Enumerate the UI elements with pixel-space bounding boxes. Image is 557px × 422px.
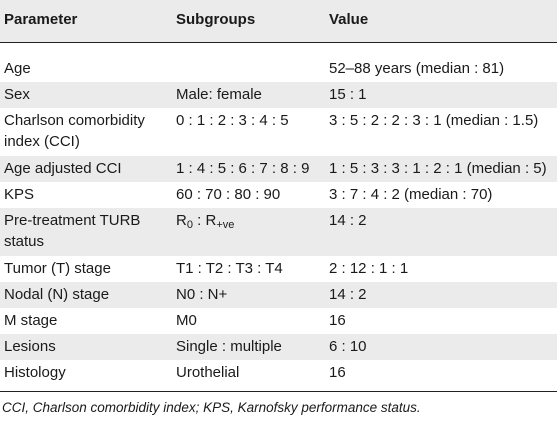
cell-value: 52–88 years (median : 81) xyxy=(329,60,505,77)
table-row: M stage M0 16 xyxy=(0,308,557,334)
table-row: Tumor (T) stage T1 : T2 : T3 : T4 2 : 12… xyxy=(0,256,557,282)
cell-parameter: Tumor (T) stage xyxy=(4,260,111,277)
cell-value: 16 xyxy=(329,312,346,329)
cell-value: 14 : 2 xyxy=(329,212,367,229)
cell-parameter: Sex xyxy=(4,86,30,103)
r0-base: R xyxy=(176,212,187,229)
header-value: Value xyxy=(329,11,369,28)
table-bottom-rule xyxy=(0,391,557,392)
cell-subgroups: 1 : 4 : 5 : 6 : 7 : 8 : 9 xyxy=(176,160,310,177)
cell-value: 1 : 5 : 3 : 3 : 1 : 2 : 1 (median : 5) xyxy=(329,160,547,177)
cell-value: 15 : 1 xyxy=(329,86,367,103)
cell-parameter: Age xyxy=(4,60,31,77)
table-header-row: Parameter Subgroups Value xyxy=(0,0,557,43)
cell-parameter: M stage xyxy=(4,312,58,329)
table-footnote: CCI, Charlson comorbidity index; KPS, Ka… xyxy=(2,400,421,415)
cell-parameter: Nodal (N) stage xyxy=(4,286,110,303)
table-row: Age adjusted CCI 1 : 4 : 5 : 6 : 7 : 8 :… xyxy=(0,156,557,182)
cell-value: 2 : 12 : 1 : 1 xyxy=(329,260,409,277)
cell-subgroups: Urothelial xyxy=(176,364,240,381)
cell-subgroups: M0 xyxy=(176,312,197,329)
cell-subgroups: Male: female xyxy=(176,86,262,103)
cell-value: 3 : 7 : 4 : 2 (median : 70) xyxy=(329,186,493,203)
header-subgroups: Subgroups xyxy=(176,11,256,28)
cell-parameter: Age adjusted CCI xyxy=(4,160,122,177)
table-row: Pre-treatment TURB status R0 : R+ve 14 :… xyxy=(0,208,557,256)
cell-parameter: Histology xyxy=(4,364,66,381)
cell-parameter: Lesions xyxy=(4,338,56,355)
cell-subgroups: N0 : N+ xyxy=(176,286,228,303)
cell-parameter-line2: index (CCI) xyxy=(4,133,80,150)
table-row: Charlson comorbidity index (CCI) 0 : 1 :… xyxy=(0,108,557,156)
cell-subgroups: R0 : R+ve xyxy=(176,210,326,231)
cell-parameter: KPS xyxy=(4,186,35,203)
table-row: Lesions Single : multiple 6 : 10 xyxy=(0,334,557,360)
ratio-separator: : xyxy=(192,212,206,229)
cell-subgroups: Single : multiple xyxy=(176,338,282,355)
table-row: Sex Male: female 15 : 1 xyxy=(0,82,557,108)
r0-subscript: 0 xyxy=(186,219,193,231)
table-row: Histology Urothelial 16 xyxy=(0,360,557,391)
table-row: Nodal (N) stage N0 : N+ 14 : 2 xyxy=(0,282,557,308)
table-row: KPS 60 : 70 : 80 : 90 3 : 7 : 4 : 2 (med… xyxy=(0,182,557,208)
cell-value: 3 : 5 : 2 : 2 : 3 : 1 (median : 1.5) xyxy=(329,112,539,129)
cell-value: 6 : 10 xyxy=(329,338,367,355)
cell-parameter: Pre-treatment TURB xyxy=(4,212,141,229)
table-row: Age 52–88 years (median : 81) xyxy=(0,42,557,82)
cell-subgroups: 60 : 70 : 80 : 90 xyxy=(176,186,281,203)
rve-base: R xyxy=(205,212,217,229)
cell-value: 14 : 2 xyxy=(329,286,367,303)
cell-parameter: Charlson comorbidity xyxy=(4,112,145,129)
header-parameter: Parameter xyxy=(4,11,78,28)
cell-subgroups: T1 : T2 : T3 : T4 xyxy=(176,260,283,277)
cell-parameter-line2: status xyxy=(4,233,45,250)
cell-value: 16 xyxy=(329,364,346,381)
cell-subgroups: 0 : 1 : 2 : 3 : 4 : 5 xyxy=(176,112,289,129)
rve-subscript: +ve xyxy=(216,219,235,231)
